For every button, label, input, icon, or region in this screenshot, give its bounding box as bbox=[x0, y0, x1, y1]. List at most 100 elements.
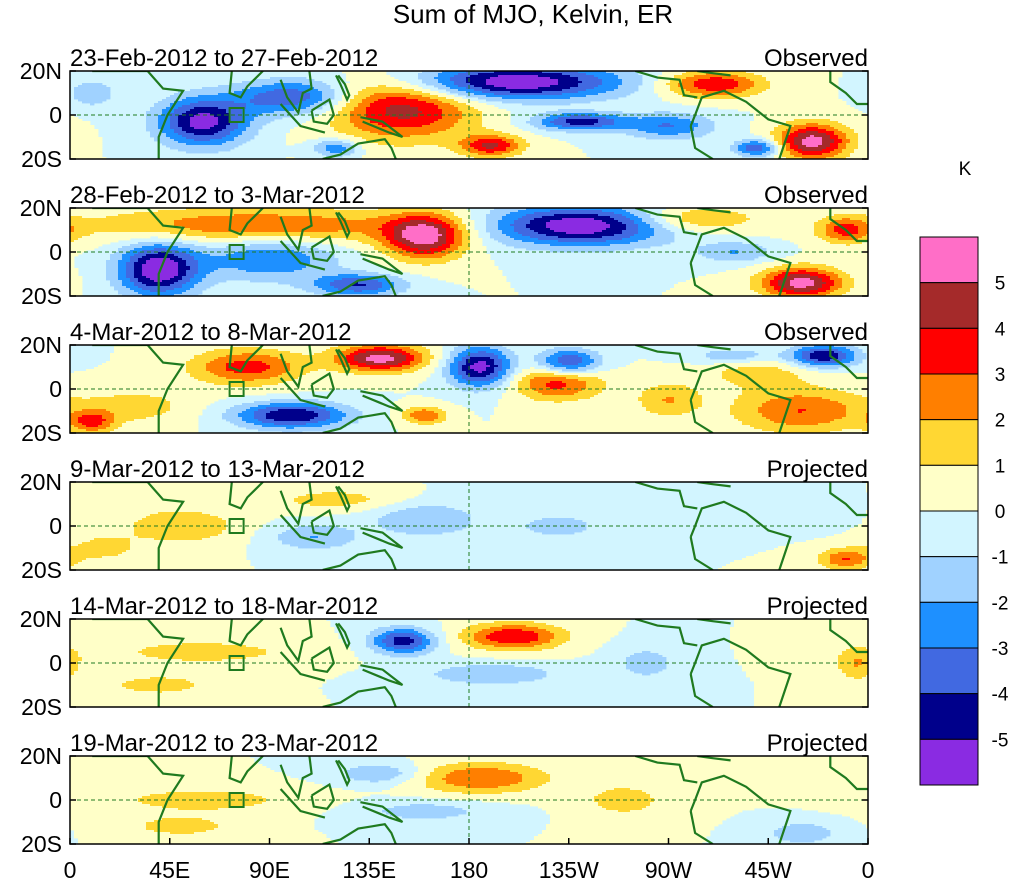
coastline bbox=[360, 801, 404, 824]
y-tick-label: 20N bbox=[20, 606, 62, 632]
colorbar-swatch bbox=[919, 556, 979, 603]
coastline bbox=[829, 208, 868, 243]
coastline bbox=[92, 71, 185, 159]
coastline bbox=[360, 527, 404, 550]
colorbar-swatch bbox=[919, 601, 979, 649]
coastline bbox=[689, 536, 714, 570]
coastline bbox=[279, 377, 326, 408]
coastline bbox=[279, 756, 313, 801]
coastline bbox=[228, 345, 264, 373]
coastline bbox=[335, 485, 351, 514]
coastline bbox=[279, 208, 313, 253]
colorbar-swatch bbox=[919, 464, 979, 512]
coastline bbox=[228, 756, 264, 784]
x-axis: 0 45E 90E 135E 180 135W 90W 45W 0 bbox=[64, 838, 875, 883]
colorbar-swatch bbox=[919, 738, 979, 786]
coastline bbox=[634, 208, 698, 236]
x-tick-label: 135E bbox=[342, 857, 396, 883]
coastline bbox=[310, 234, 336, 262]
x-tick-label: 135W bbox=[539, 857, 599, 883]
coastline bbox=[322, 686, 397, 707]
coastline bbox=[689, 673, 714, 707]
y-tick-label: 0 bbox=[49, 376, 62, 402]
coastline bbox=[360, 116, 404, 139]
coastline bbox=[279, 482, 313, 527]
colorbar-units-label: K bbox=[959, 159, 972, 180]
coastline bbox=[279, 345, 313, 390]
coastline bbox=[279, 240, 326, 271]
coastline bbox=[228, 71, 264, 99]
panel-date-range: 23-Feb-2012 to 27-Feb-2012 bbox=[70, 45, 378, 72]
panel-date-range: 19-Mar-2012 to 23-Mar-2012 bbox=[70, 730, 378, 757]
coastline bbox=[335, 759, 351, 788]
colorbar-swatch bbox=[919, 327, 979, 375]
colorbar-tick-label: 0 bbox=[995, 502, 1006, 523]
panel-3: 20N 0 20S 4-Mar-2012 to 8-Mar-2012 Observed bbox=[20, 319, 869, 446]
coastline bbox=[689, 810, 714, 844]
coastline bbox=[92, 756, 185, 844]
colorbar-tick-label: 4 bbox=[995, 319, 1006, 340]
panel-date-range: 14-Mar-2012 to 18-Mar-2012 bbox=[70, 593, 378, 620]
y-tick-label: 20S bbox=[21, 420, 62, 446]
coastline bbox=[279, 651, 326, 682]
panel-status-label: Observed bbox=[764, 319, 868, 346]
colorbar-tick-label: -3 bbox=[992, 639, 1009, 660]
panel-date-range: 4-Mar-2012 to 8-Mar-2012 bbox=[70, 319, 351, 346]
coastline bbox=[322, 823, 397, 844]
y-tick-label: 20N bbox=[20, 469, 62, 495]
x-tick-label: 0 bbox=[862, 857, 875, 883]
panel-1: 20N 0 20S 23-Feb-2012 to 27-Feb-2012 Observe… bbox=[20, 45, 869, 172]
colorbar-swatch bbox=[919, 419, 979, 466]
y-tick-label: 20N bbox=[20, 58, 62, 84]
y-tick-label: 20S bbox=[21, 694, 62, 720]
panel-6: 20N 0 20S 19-Mar-2012 to 23-Mar-2012 Project… bbox=[20, 730, 869, 857]
panel-status-label: Projected bbox=[767, 593, 868, 620]
coastline bbox=[92, 345, 185, 433]
coastline bbox=[829, 756, 868, 791]
panel-date-range: 9-Mar-2012 to 13-Mar-2012 bbox=[70, 456, 365, 483]
coastline bbox=[360, 390, 404, 413]
y-tick-label: 0 bbox=[49, 650, 62, 676]
colorbar-tick-label: -2 bbox=[992, 593, 1009, 614]
y-tick-label: 20S bbox=[21, 831, 62, 857]
coastline bbox=[689, 262, 714, 296]
y-tick-label: 20S bbox=[21, 557, 62, 583]
coastline bbox=[689, 774, 792, 844]
y-tick-label: 20N bbox=[20, 195, 62, 221]
coastline bbox=[634, 756, 698, 784]
coastline bbox=[92, 619, 185, 707]
coastline bbox=[335, 348, 351, 377]
panel-status-label: Projected bbox=[767, 456, 868, 483]
colorbar-tick-label: 2 bbox=[995, 411, 1006, 432]
y-tick-label: 0 bbox=[49, 102, 62, 128]
y-tick-label: 20N bbox=[20, 332, 62, 358]
coastline bbox=[335, 211, 351, 240]
coastline bbox=[634, 619, 698, 647]
colorbar-tick-label: 1 bbox=[995, 456, 1006, 477]
y-tick-label: 20S bbox=[21, 283, 62, 309]
colorbar-swatch bbox=[919, 693, 979, 740]
colorbar-tick-label: -1 bbox=[992, 548, 1009, 569]
colorbar-swatch bbox=[919, 282, 979, 329]
coastline bbox=[322, 549, 397, 570]
y-tick-label: 0 bbox=[49, 239, 62, 265]
region-box bbox=[228, 381, 245, 397]
x-tick-label: 180 bbox=[450, 857, 488, 883]
coastline bbox=[310, 508, 336, 536]
coastline bbox=[634, 345, 698, 373]
x-tick-label: 0 bbox=[64, 857, 77, 883]
y-tick-label: 0 bbox=[49, 787, 62, 813]
y-tick-label: 20S bbox=[21, 146, 62, 172]
coastline bbox=[689, 125, 714, 159]
coastline bbox=[360, 664, 404, 687]
region-box bbox=[228, 107, 245, 123]
coastline bbox=[228, 208, 264, 236]
colorbar-swatch bbox=[919, 373, 979, 421]
coastline bbox=[279, 103, 326, 134]
colorbar-swatch bbox=[919, 510, 979, 558]
coastline bbox=[360, 253, 404, 276]
region-box bbox=[228, 518, 245, 534]
map-panels: 20N 0 20S 23-Feb-2012 to 27-Feb-2012 Observe… bbox=[20, 45, 869, 857]
coastline bbox=[310, 782, 336, 810]
x-tick-label: 45E bbox=[149, 857, 190, 883]
